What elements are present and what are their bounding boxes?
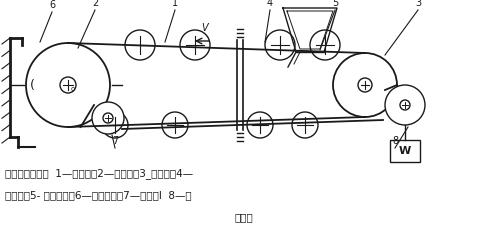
Ellipse shape [310,30,340,60]
Ellipse shape [265,30,295,60]
Text: 带式输送机原理  1—输送带，2—驱动辊；3_从动辊，4—: 带式输送机原理 1—输送带，2—驱动辊；3_从动辊，4— [5,168,193,179]
Text: 7: 7 [112,136,118,146]
Text: 1: 1 [172,0,178,8]
Ellipse shape [162,112,188,138]
Circle shape [333,53,397,117]
Text: 4: 4 [267,0,273,8]
Ellipse shape [125,30,155,60]
Text: 5: 5 [332,0,338,8]
Ellipse shape [102,112,128,138]
Circle shape [385,85,425,125]
Text: (: ( [30,79,35,91]
Text: 承托辊；5- 装料装置》6—卸料装置；7—转向辊I  8—张: 承托辊；5- 装料装置》6—卸料装置；7—转向辊I 8—张 [5,190,192,200]
Text: o: o [71,86,75,92]
Bar [390,140,420,162]
Ellipse shape [247,112,273,138]
Circle shape [92,102,124,134]
Text: V: V [202,23,208,33]
Text: W: W [399,146,411,156]
Ellipse shape [180,30,210,60]
Text: 6: 6 [49,0,55,10]
Text: 2: 2 [92,0,98,8]
Text: 8: 8 [392,136,398,146]
Ellipse shape [292,112,318,138]
Text: 紧装置: 紧装置 [235,212,253,222]
Text: 3: 3 [415,0,421,8]
